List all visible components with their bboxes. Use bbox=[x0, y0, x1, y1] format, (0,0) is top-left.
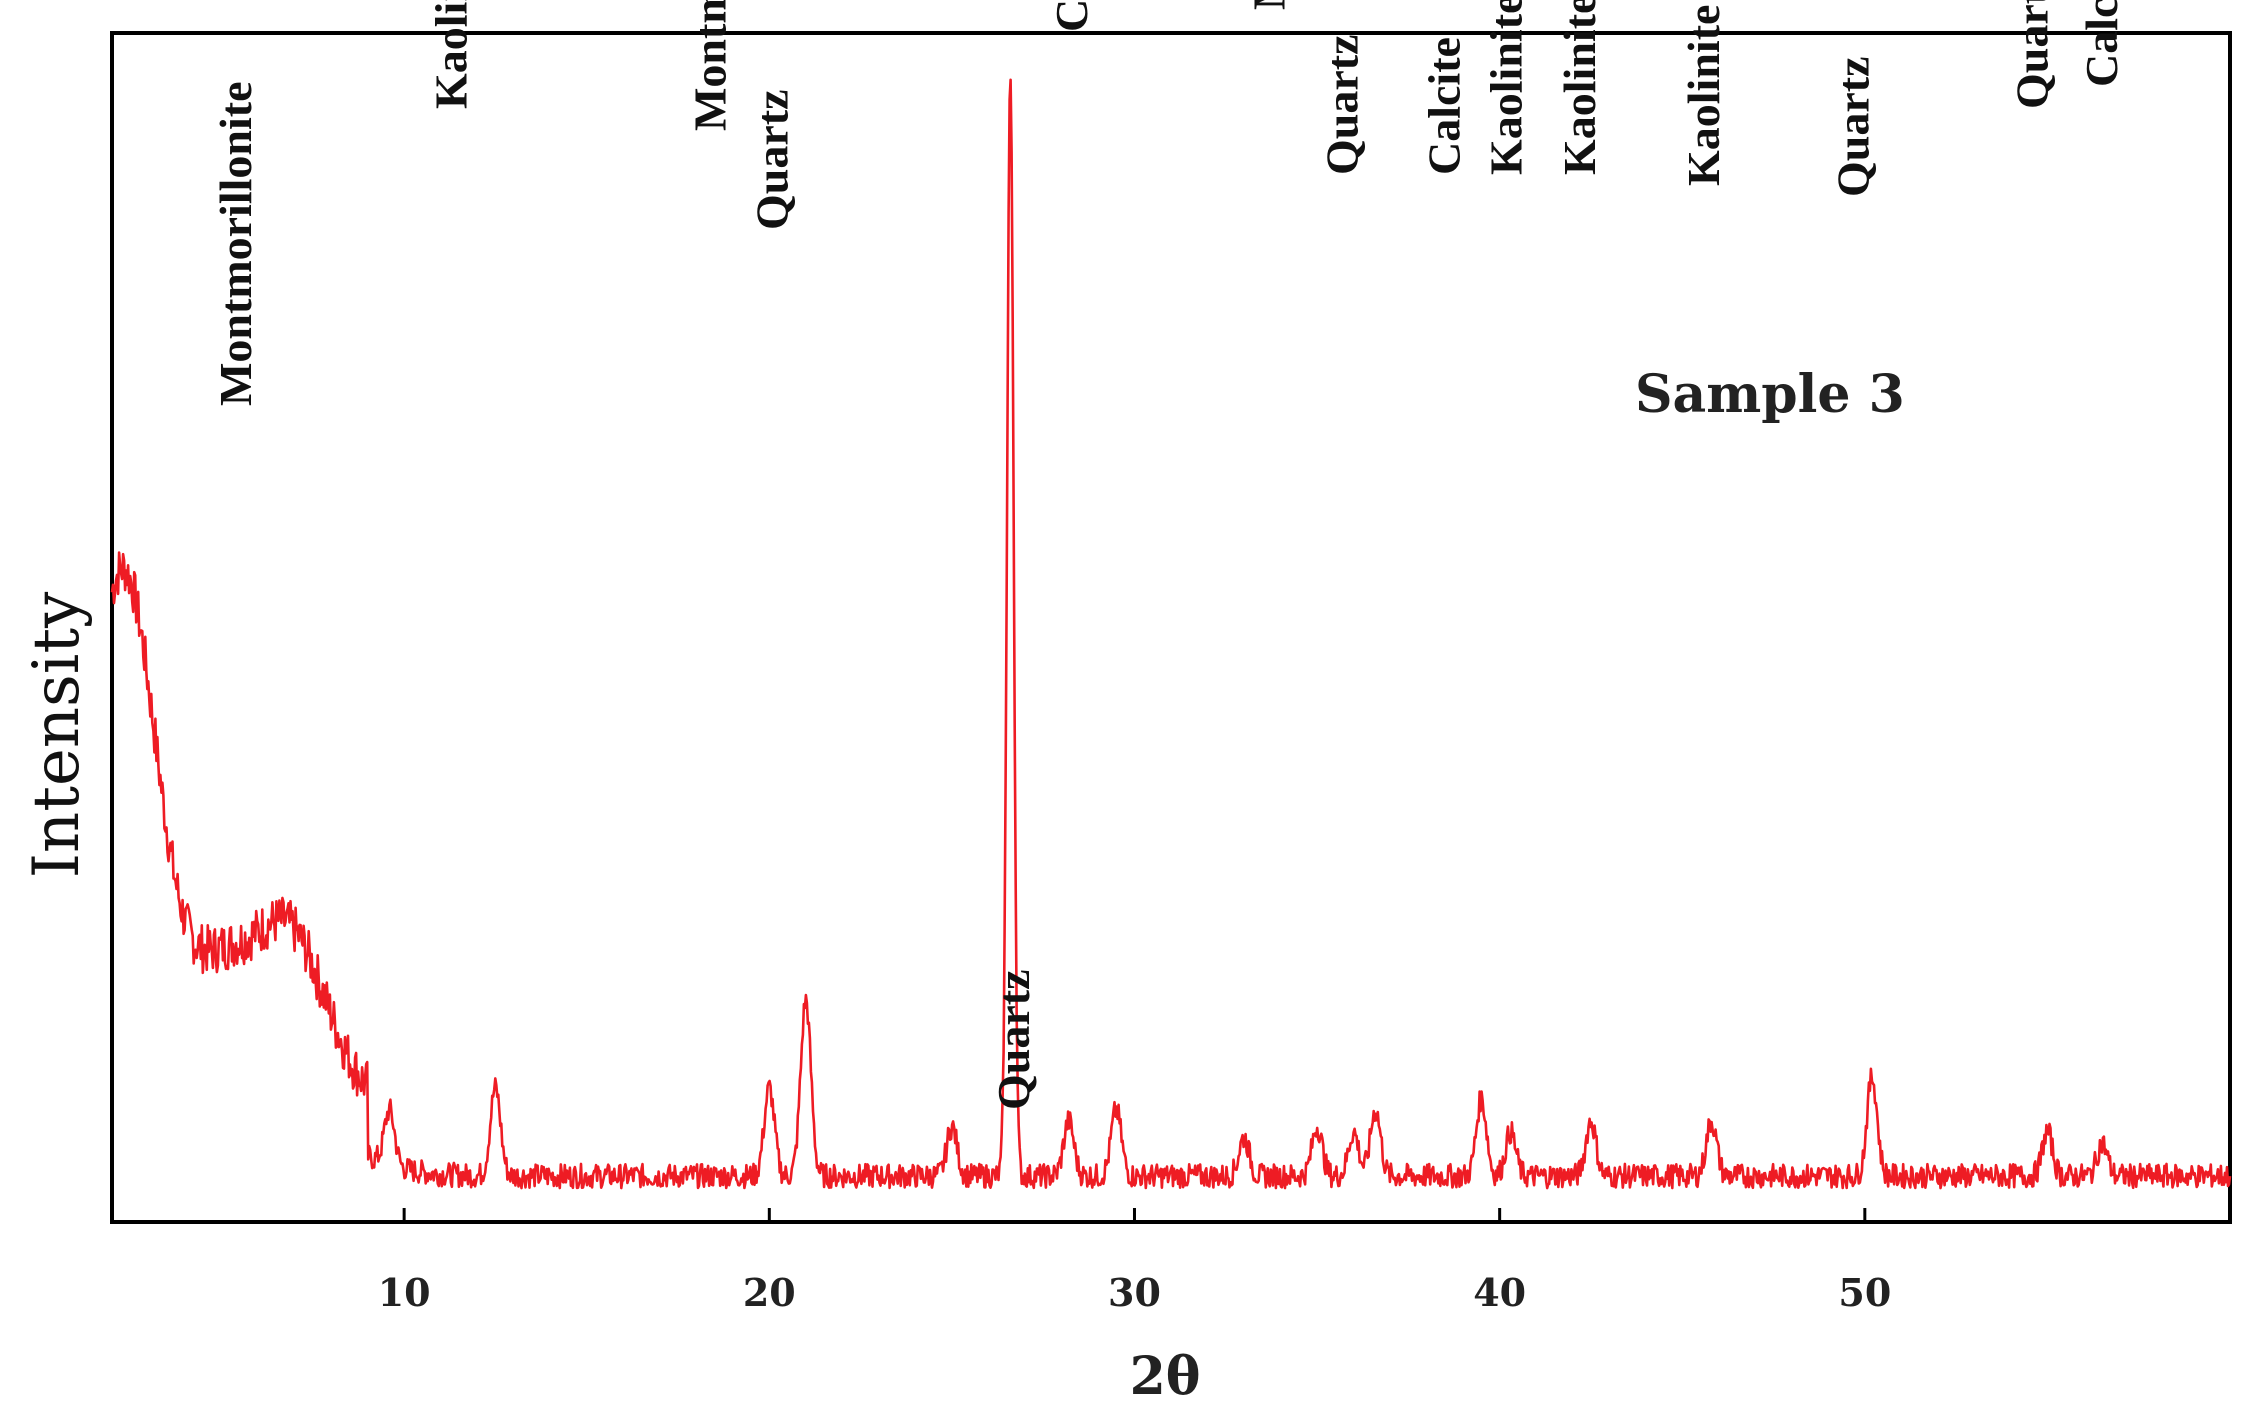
sample-label: Sample 3 bbox=[1635, 364, 1905, 425]
peak-annotation: Quartz bbox=[988, 969, 1039, 1110]
diffraction-pattern-line bbox=[110, 78, 2232, 1190]
peak-annotations: MontmorilloniteKaoliniteMontmorilloniteQ… bbox=[210, 0, 2127, 1110]
peak-annotation: Quartz bbox=[747, 89, 798, 230]
y-axis-label: Intensity bbox=[20, 592, 94, 879]
peak-annotation: Montmorillonite bbox=[685, 0, 736, 131]
peak-annotation: Calcite bbox=[2076, 0, 2127, 87]
peak-annotation: Montmorillonite bbox=[1243, 0, 1294, 10]
peak-annotation: Quartz bbox=[1828, 56, 1879, 197]
peak-annotation: Kaolinite bbox=[1481, 0, 1532, 175]
x-axis-ticks: 10 20 30 40 50 bbox=[378, 1208, 1891, 1315]
peak-annotation: Kaolinite bbox=[1554, 0, 1605, 175]
x-axis-label: 2θ bbox=[1130, 1346, 1201, 1407]
x-tick-label: 40 bbox=[1473, 1270, 1526, 1315]
peak-annotation: Kaolinite bbox=[1678, 5, 1729, 186]
peak-annotation: Calcite bbox=[1046, 0, 1097, 32]
plot-frame bbox=[110, 31, 2232, 1224]
peak-annotation: Montmorillonite bbox=[210, 82, 261, 407]
x-tick-label: 30 bbox=[1108, 1270, 1161, 1315]
peak-annotation: Kaolinite bbox=[425, 0, 476, 109]
peak-annotation: Quartz bbox=[2007, 0, 2058, 109]
peak-annotation: Calcite bbox=[1419, 37, 1470, 175]
x-tick-label: 50 bbox=[1838, 1270, 1891, 1315]
x-tick-label: 10 bbox=[378, 1270, 431, 1315]
x-tick-label: 20 bbox=[743, 1270, 796, 1315]
peak-annotation: Quartz bbox=[1316, 34, 1367, 175]
